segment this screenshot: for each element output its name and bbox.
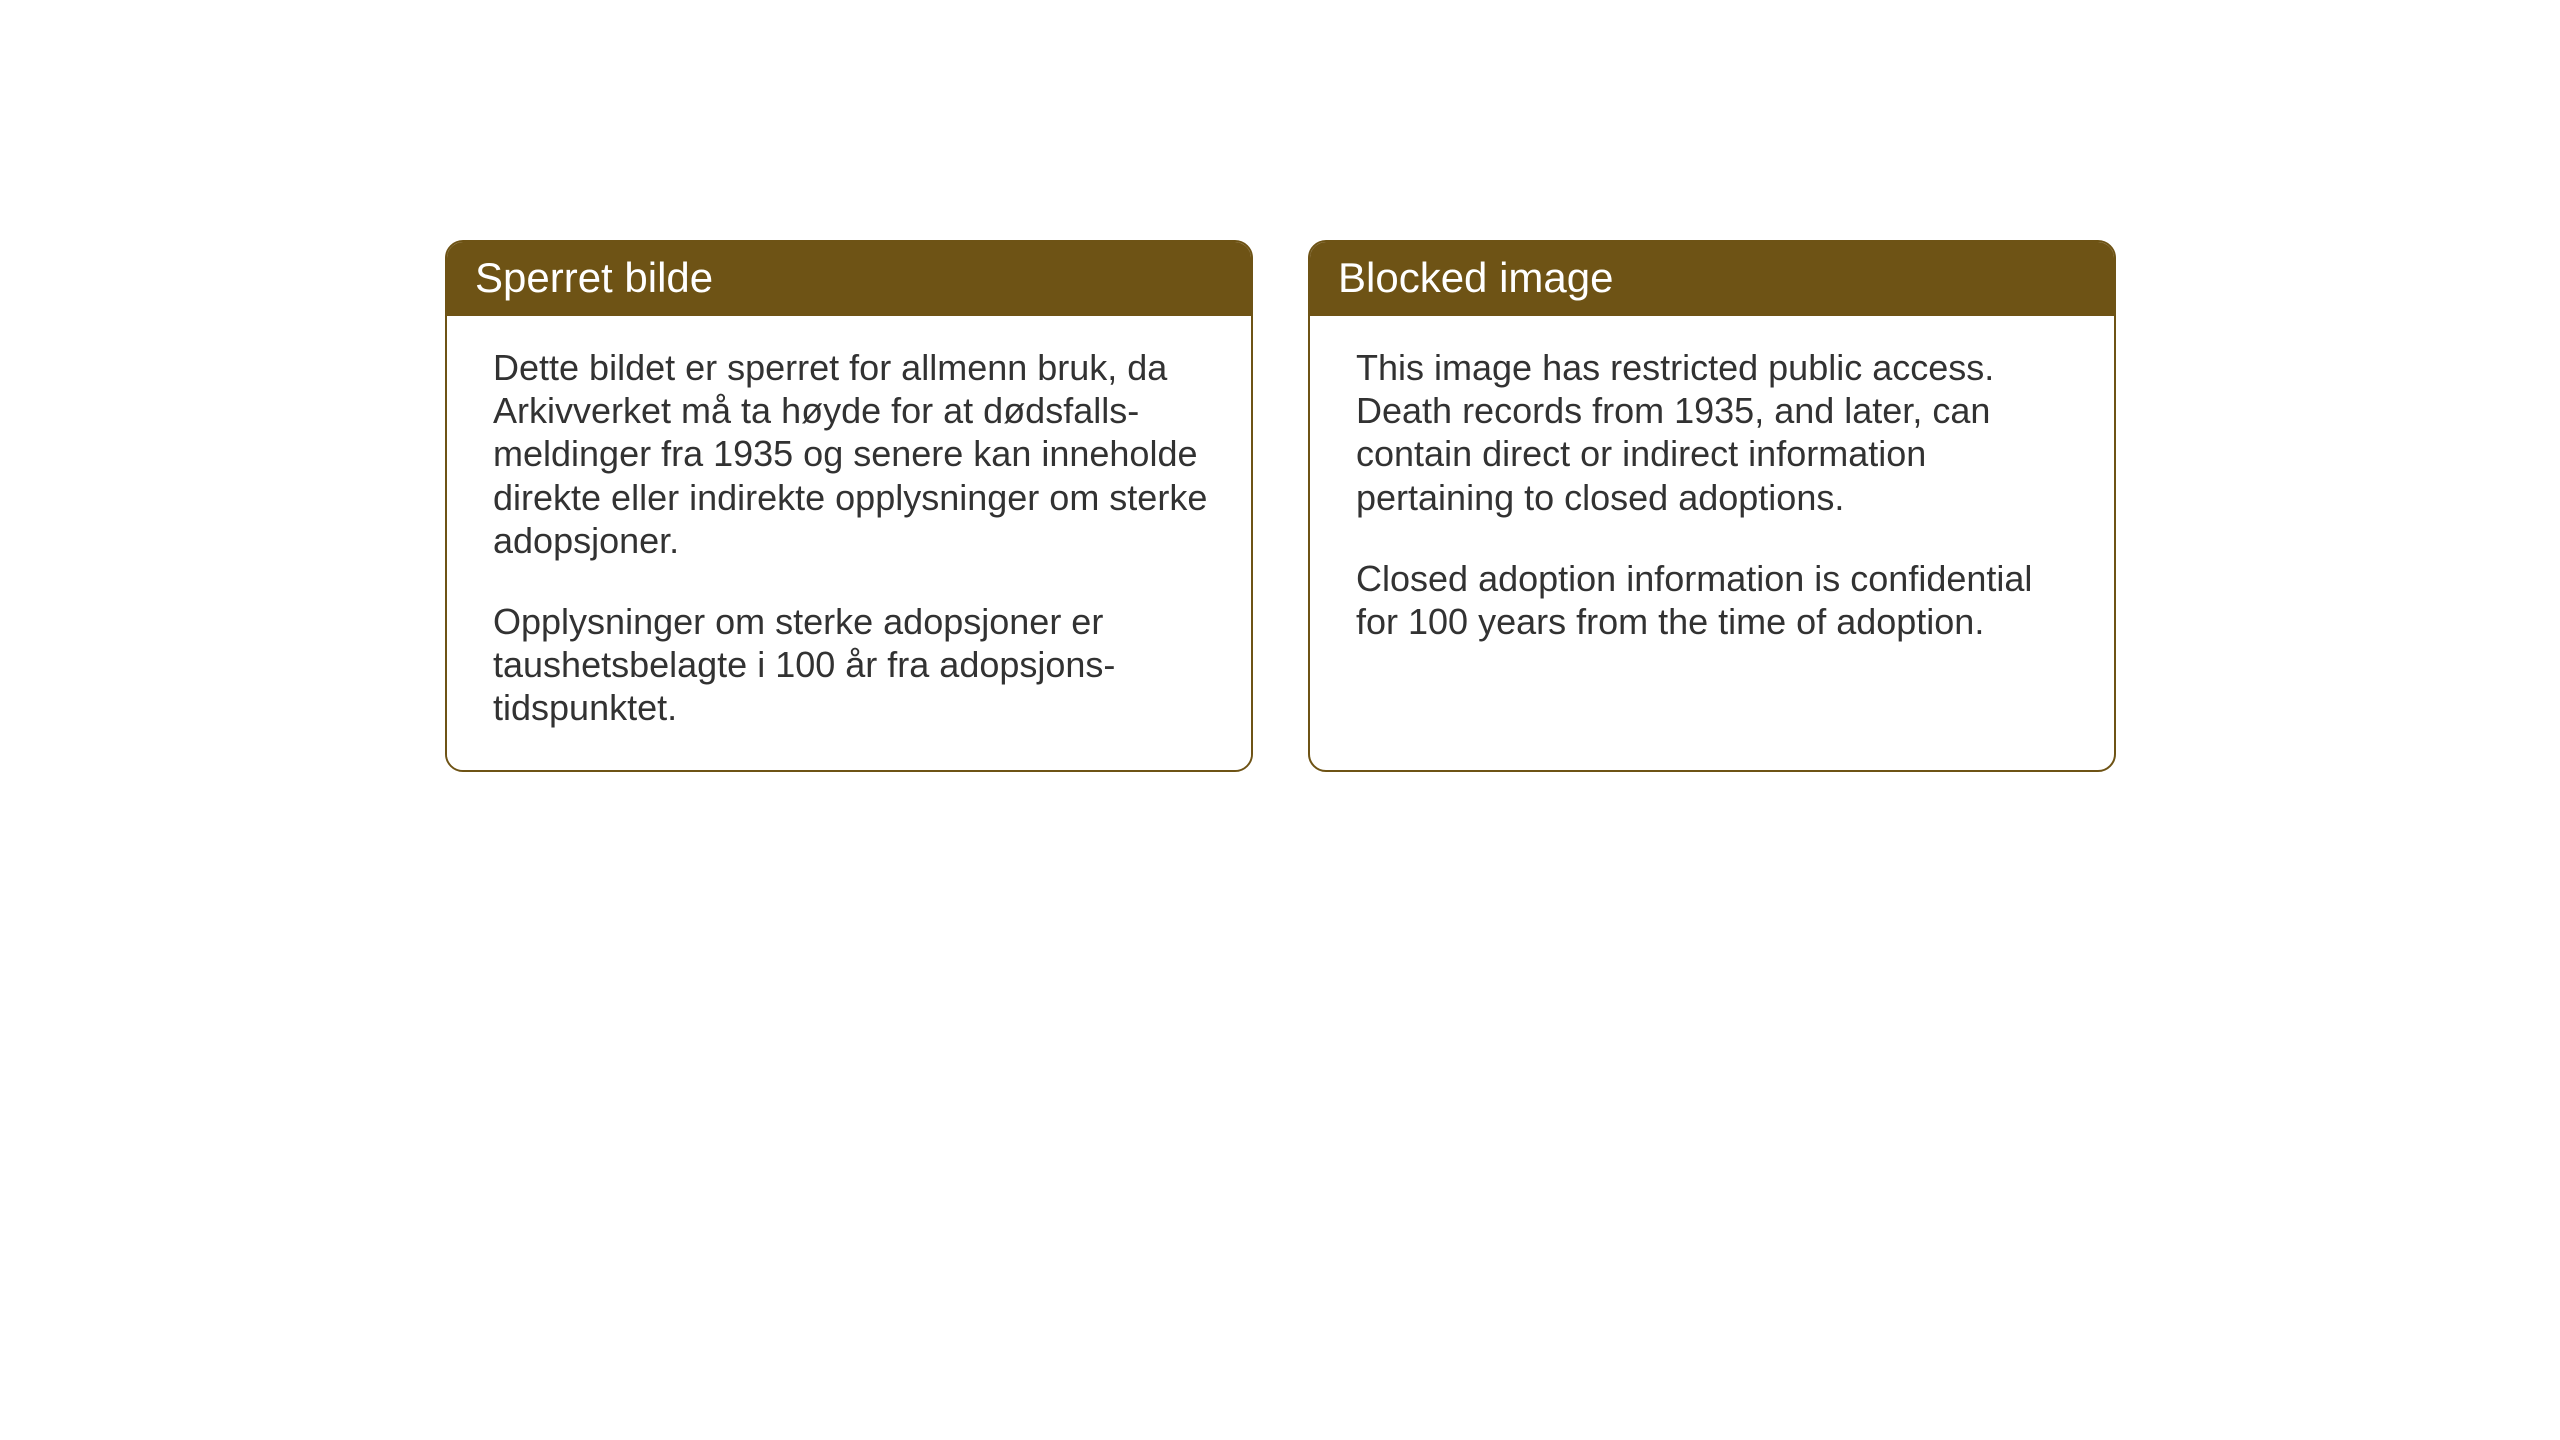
- card-english: Blocked image This image has restricted …: [1308, 240, 2116, 772]
- card-paragraph-1: This image has restricted public access.…: [1356, 346, 2074, 519]
- card-header-english: Blocked image: [1310, 242, 2114, 316]
- card-paragraph-1: Dette bildet er sperret for allmenn bruk…: [493, 346, 1211, 562]
- card-paragraph-2: Opplysninger om sterke adopsjoner er tau…: [493, 600, 1211, 730]
- card-norwegian: Sperret bilde Dette bildet er sperret fo…: [445, 240, 1253, 772]
- content-area: Sperret bilde Dette bildet er sperret fo…: [0, 0, 2560, 772]
- card-body-norwegian: Dette bildet er sperret for allmenn bruk…: [447, 316, 1251, 770]
- card-header-norwegian: Sperret bilde: [447, 242, 1251, 316]
- card-body-english: This image has restricted public access.…: [1310, 316, 2114, 683]
- card-paragraph-2: Closed adoption information is confident…: [1356, 557, 2074, 643]
